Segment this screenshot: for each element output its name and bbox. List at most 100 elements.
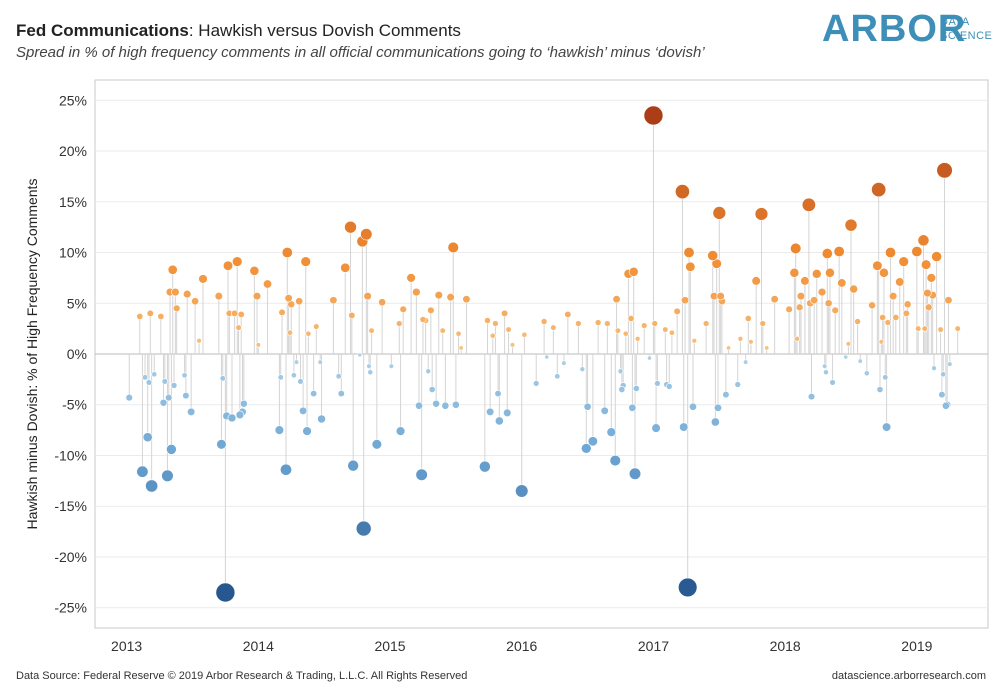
hawkish-point bbox=[484, 317, 491, 324]
dovish-point bbox=[366, 363, 372, 369]
dovish-point bbox=[882, 374, 889, 381]
dovish-point bbox=[734, 381, 742, 388]
dovish-point bbox=[940, 371, 947, 378]
hawkish-point bbox=[921, 325, 928, 332]
dovish-point bbox=[881, 422, 892, 432]
footer-url[interactable]: datascience.arborresearch.com bbox=[831, 670, 986, 682]
hawkish-point bbox=[898, 256, 909, 267]
hawkish-point bbox=[249, 265, 260, 276]
dovish-point bbox=[136, 465, 149, 478]
y-tick-label: 15% bbox=[59, 194, 87, 210]
hawkish-point bbox=[634, 335, 641, 342]
hawkish-point bbox=[427, 306, 435, 315]
dovish-point bbox=[618, 386, 626, 393]
hawkish-point bbox=[810, 296, 819, 305]
hawkish-point bbox=[455, 330, 462, 337]
hawkish-point bbox=[171, 287, 180, 297]
dovish-point bbox=[581, 443, 592, 454]
dovish-point bbox=[561, 360, 567, 366]
hawkish-point bbox=[770, 295, 779, 304]
hawkish-point bbox=[871, 182, 887, 198]
dovish-point bbox=[355, 520, 372, 537]
hawkish-point bbox=[146, 309, 154, 317]
dovish-point bbox=[216, 439, 227, 450]
hawkish-point bbox=[878, 339, 884, 345]
hawkish-point bbox=[628, 266, 639, 277]
chart-header: Fed Communications: Hawkish versus Dovis… bbox=[16, 20, 816, 61]
dovish-point bbox=[297, 378, 304, 385]
dovish-point bbox=[863, 370, 870, 377]
dovish-point bbox=[533, 380, 540, 387]
dovish-point bbox=[486, 407, 495, 416]
dovish-point bbox=[829, 379, 836, 386]
dovish-point bbox=[479, 460, 491, 473]
hawkish-point bbox=[789, 267, 800, 278]
hawkish-point bbox=[434, 290, 443, 300]
hawkish-point bbox=[794, 335, 800, 342]
hawkish-point bbox=[879, 267, 889, 278]
dovish-point bbox=[651, 423, 661, 433]
hawkish-point bbox=[879, 314, 887, 321]
dovish-point bbox=[632, 385, 640, 392]
hawkish-point bbox=[196, 338, 202, 344]
dovish-point bbox=[290, 372, 297, 379]
hawkish-point bbox=[313, 323, 320, 330]
hawkish-point bbox=[281, 247, 293, 259]
chart-subtitle: Spread in % of high frequency comments i… bbox=[16, 44, 705, 61]
hawkish-point bbox=[681, 296, 690, 305]
hawkish-point bbox=[191, 297, 200, 306]
dovish-point bbox=[274, 425, 285, 435]
y-tick-label: 10% bbox=[59, 245, 87, 261]
hawkish-point bbox=[564, 310, 572, 318]
hawkish-point bbox=[903, 300, 912, 309]
hawkish-point bbox=[627, 315, 635, 322]
hawkish-point bbox=[214, 292, 223, 301]
hawkish-point bbox=[348, 311, 356, 319]
hawkish-point bbox=[825, 267, 835, 278]
hawkish-point bbox=[284, 294, 293, 303]
hawkish-point bbox=[844, 218, 858, 232]
x-tick-label: 2017 bbox=[638, 638, 669, 654]
dovish-point bbox=[235, 410, 245, 420]
hawkish-point bbox=[931, 251, 943, 262]
dovish-point bbox=[425, 368, 432, 375]
hawkish-point bbox=[796, 292, 806, 301]
hawkish-point bbox=[252, 292, 262, 301]
hawkish-point bbox=[594, 319, 602, 326]
chart-title: Fed Communications: Hawkish versus Dovis… bbox=[16, 20, 816, 42]
hawkish-point bbox=[278, 308, 286, 317]
dovish-point bbox=[161, 469, 174, 482]
hawkish-point bbox=[439, 327, 446, 334]
dovish-point bbox=[722, 391, 730, 399]
y-tick-label: 0% bbox=[67, 346, 87, 362]
hawkish-point bbox=[447, 241, 459, 254]
x-tick-label: 2018 bbox=[770, 638, 801, 654]
footer-source: Data Source: Federal Reserve © 2019 Arbo… bbox=[16, 670, 468, 682]
dovish-point bbox=[647, 355, 652, 361]
dovish-point bbox=[606, 427, 617, 437]
y-tick-label: -5% bbox=[62, 397, 87, 413]
dovish-point bbox=[843, 354, 849, 360]
logo-science-label: SCIENCE bbox=[940, 30, 993, 42]
y-tick-label: 20% bbox=[59, 143, 87, 159]
logo-data-label: DATA bbox=[940, 16, 970, 28]
dovish-point bbox=[503, 408, 512, 418]
hawkish-point bbox=[305, 330, 312, 337]
x-tick-label: 2013 bbox=[111, 638, 142, 654]
dovish-point bbox=[182, 391, 190, 400]
hawkish-point bbox=[831, 306, 839, 315]
dovish-point bbox=[600, 406, 609, 415]
hawkish-point bbox=[668, 329, 675, 336]
hawkish-point bbox=[231, 309, 239, 317]
hawkish-point bbox=[737, 335, 744, 342]
hawkish-point bbox=[614, 327, 621, 334]
hawkish-point bbox=[462, 295, 471, 304]
hawkish-point bbox=[295, 297, 304, 306]
hawkish-point bbox=[446, 293, 455, 302]
dovish-point bbox=[151, 371, 158, 378]
dovish-point bbox=[617, 368, 624, 375]
hawkish-point bbox=[754, 207, 769, 221]
hawkish-point bbox=[300, 256, 311, 267]
hawkish-point bbox=[917, 234, 930, 247]
dovish-point bbox=[579, 366, 586, 373]
